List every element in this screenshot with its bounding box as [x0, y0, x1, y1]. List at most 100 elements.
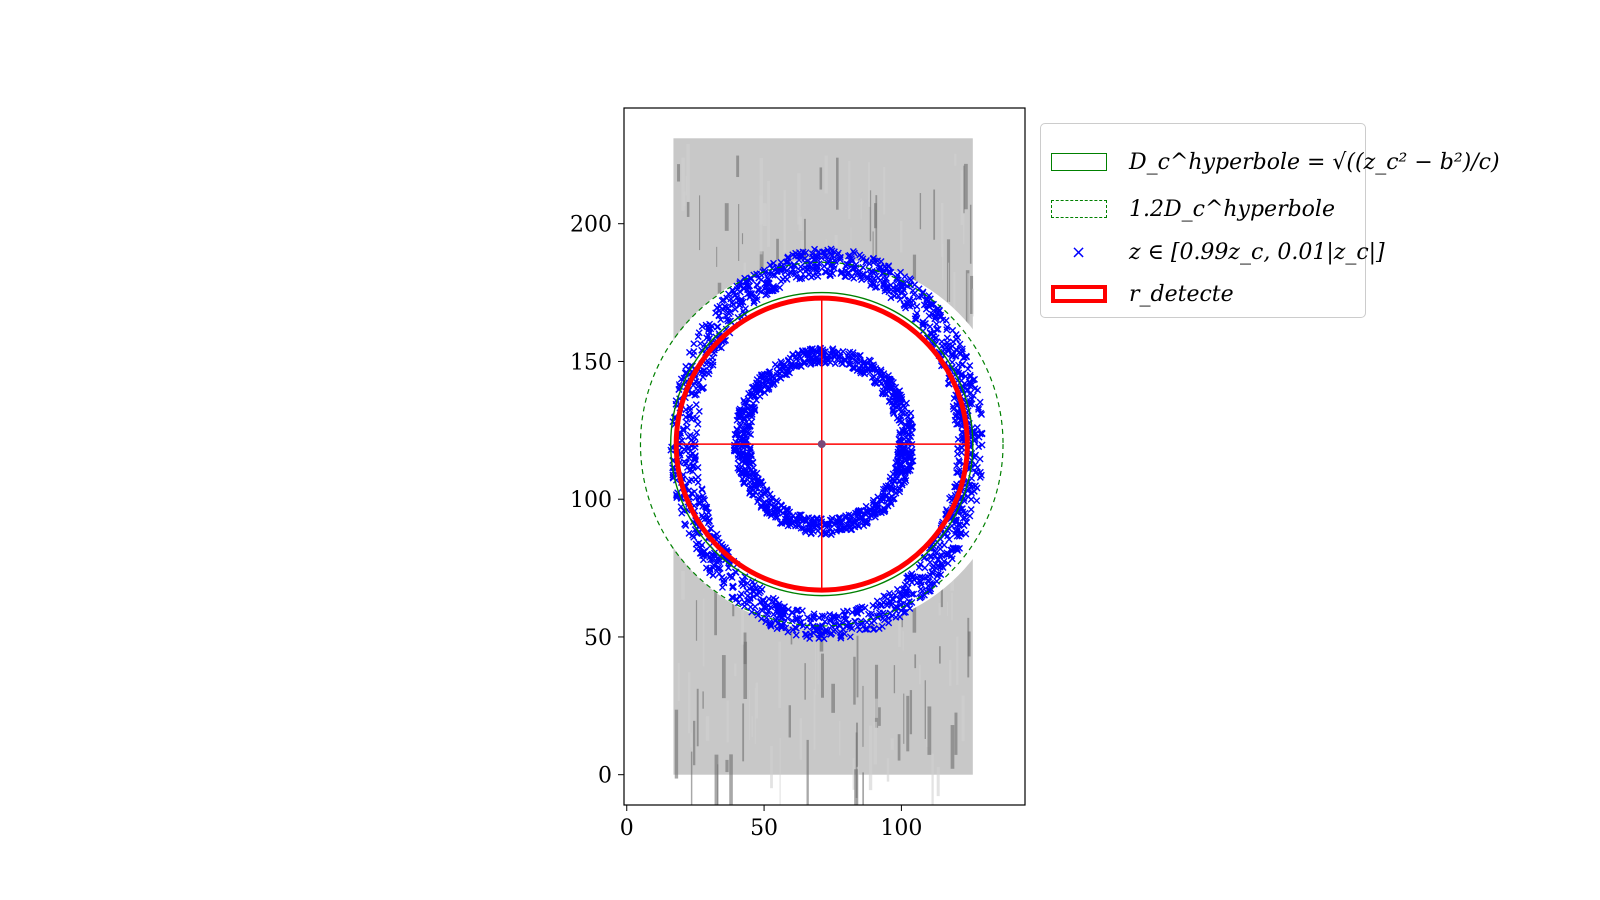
- outer-point: [689, 462, 697, 470]
- inner-point: [794, 349, 802, 357]
- inner-point: [900, 478, 908, 486]
- inner-point: [764, 370, 772, 378]
- background-streak: [779, 737, 781, 805]
- outer-point: [857, 607, 865, 615]
- inner-point: [754, 478, 762, 486]
- outer-point: [823, 628, 831, 636]
- outer-point: [691, 453, 699, 461]
- inner-point: [821, 348, 829, 356]
- outer-point: [913, 309, 921, 317]
- background-streak: [748, 690, 750, 741]
- inner-point: [867, 362, 875, 370]
- outer-point: [788, 608, 796, 616]
- background-streak: [726, 700, 729, 743]
- background-streak: [855, 732, 858, 798]
- legend-label: D_c^hyperbole = √((z_c² − b²)/c): [1129, 150, 1500, 175]
- inner-point: [746, 410, 754, 418]
- outer-point: [678, 437, 686, 445]
- outer-point: [694, 464, 702, 471]
- outer-point: [978, 441, 986, 449]
- background-streak: [770, 745, 773, 789]
- background-streak: [962, 212, 965, 245]
- outer-point: [943, 326, 951, 334]
- inner-point: [750, 472, 758, 480]
- y-tick-label: 0: [598, 764, 612, 789]
- inner-point: [740, 429, 748, 437]
- inner-point: [772, 506, 780, 514]
- outer-point: [736, 278, 744, 286]
- outer-point: [792, 631, 800, 639]
- outer-point: [900, 585, 908, 593]
- inner-point: [812, 354, 820, 362]
- outer-point: [954, 420, 962, 428]
- outer-point: [903, 299, 911, 307]
- outer-point: [923, 295, 931, 303]
- background-streak: [778, 641, 782, 709]
- outer-point: [870, 275, 878, 283]
- background-streak: [839, 721, 841, 756]
- outer-point: [973, 497, 981, 505]
- outer-point: [694, 479, 702, 486]
- outer-point: [870, 625, 878, 633]
- outer-point: [863, 625, 871, 633]
- inner-point: [826, 516, 834, 524]
- background-streak: [741, 233, 744, 245]
- background-streak: [814, 640, 816, 695]
- y-tick-label: 100: [570, 488, 612, 513]
- outer-point: [778, 622, 786, 630]
- outer-point: [971, 461, 979, 469]
- outer-point: [936, 541, 944, 549]
- outer-point: [910, 290, 918, 298]
- outer-point: [687, 466, 695, 474]
- inner-point: [777, 507, 785, 515]
- legend-swatch-thick: [1051, 285, 1107, 303]
- background-streak: [961, 695, 965, 742]
- outer-point: [715, 558, 723, 566]
- outer-point: [697, 549, 705, 557]
- inner-point: [827, 516, 835, 524]
- outer-point: [818, 612, 826, 620]
- outer-point: [910, 575, 918, 583]
- background-streak: [820, 653, 824, 698]
- outer-point: [912, 315, 920, 323]
- background-streak: [693, 720, 696, 766]
- outer-point: [779, 275, 787, 283]
- outer-point: [934, 556, 942, 564]
- inner-point: [735, 466, 743, 474]
- background-streak: [950, 575, 954, 591]
- background-streak: [902, 631, 904, 651]
- inner-point: [812, 347, 820, 355]
- outer-point: [967, 489, 975, 497]
- outer-point: [943, 339, 951, 347]
- inner-point: [744, 422, 751, 430]
- y-axis: 0 50 100 150 200: [570, 213, 624, 789]
- background-streak: [967, 273, 970, 330]
- inner-point: [763, 509, 771, 517]
- background-streak: [938, 602, 941, 616]
- inner-point: [774, 513, 782, 521]
- outer-point: [820, 635, 828, 643]
- background-streak: [931, 753, 934, 805]
- outer-point: [794, 606, 802, 614]
- outer-point: [725, 290, 733, 298]
- outer-point: [963, 387, 971, 395]
- inner-point: [831, 360, 839, 368]
- outer-point: [890, 596, 898, 604]
- inner-point: [742, 457, 750, 465]
- x-tick-label: 50: [750, 816, 778, 841]
- outer-point: [709, 564, 717, 572]
- outer-point: [694, 383, 702, 391]
- outer-point: [768, 269, 776, 277]
- outer-point: [896, 295, 904, 303]
- outer-point: [682, 447, 690, 455]
- background-streak: [970, 275, 974, 314]
- outer-point: [975, 443, 983, 451]
- fit-circles: [639, 261, 1004, 627]
- outer-point: [811, 245, 819, 253]
- outer-point: [957, 529, 965, 537]
- outer-point: [730, 289, 738, 297]
- inner-point: [888, 383, 896, 391]
- background-streak: [755, 682, 759, 719]
- outer-point: [878, 622, 886, 630]
- outer-point: [773, 606, 781, 614]
